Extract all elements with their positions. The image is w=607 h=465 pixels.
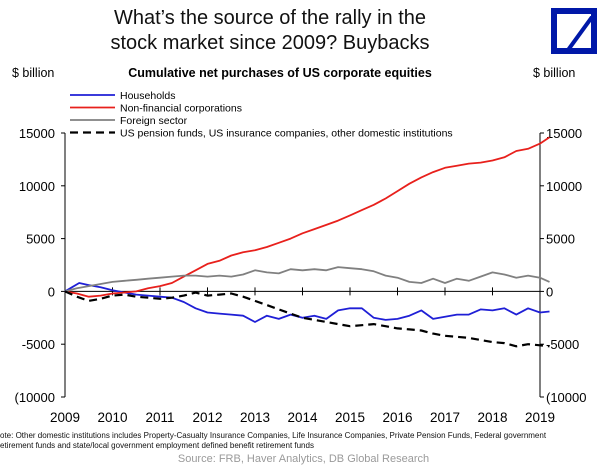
chart-title: Cumulative net purchases of US corporate… (128, 66, 432, 80)
chart-note: ote: Other domestic institutions include… (0, 431, 607, 450)
y-tick-label-left: 15000 (19, 126, 55, 141)
x-tick-label: 2011 (145, 410, 174, 425)
y-tick-label-left: 5000 (26, 232, 55, 247)
y-tick-label-left: 10000 (19, 179, 55, 194)
y-tick-label-left: 0 (48, 284, 55, 299)
x-tick-label: 2010 (97, 410, 127, 425)
x-tick-label: 2013 (240, 410, 270, 425)
page-title-line-1: What’s the source of the rally in the (113, 7, 426, 29)
series-layer (64, 136, 551, 348)
legend-label: Foreign sector (120, 115, 188, 127)
y-tick-label-right: -5000 (546, 337, 579, 352)
series-line-foreign-sector (64, 266, 550, 293)
y-tick-label-right: (10000 (546, 390, 586, 405)
x-tick-label: 2017 (430, 410, 460, 425)
chart-source: Source: FRB, Haver Analytics, DB Global … (177, 453, 430, 465)
series-line-us-pension-funds-us-insurance-companies-other-domestic-institutions (64, 290, 550, 348)
axes: 15000 15000 10000 10000 5000 5000 0 0 -5000 -5000… (15, 126, 587, 425)
legend-label: Non-financial corporations (120, 103, 242, 115)
y-tick-label-left: (10000 (15, 390, 55, 405)
series-line-households (64, 282, 550, 323)
x-tick-label: 2014 (287, 410, 318, 425)
logo-inner-square (557, 14, 596, 48)
y-tick-label-right: 10000 (546, 179, 582, 194)
deutsche-bank-logo-icon (551, 8, 597, 54)
note-line-1: ote: Other domestic institutions include… (0, 431, 547, 440)
x-tick-label: 2012 (192, 410, 222, 425)
x-tick-label: 2019 (525, 410, 555, 425)
page-title: What’s the source of the rally in the st… (40, 6, 500, 56)
page-title-line-2: stock market since 2009? Buybacks (110, 32, 430, 54)
y-axis-unit-right: $ billion (533, 66, 576, 80)
x-tick-label: 2018 (477, 410, 507, 425)
y-tick-label-left: -5000 (22, 337, 55, 352)
series-line-non-financial-corporations (64, 136, 551, 298)
legend-label: Households (120, 90, 175, 102)
note-line-2: etirement funds and state/local governme… (0, 440, 314, 450)
y-axis-unit-left: $ billion (12, 66, 55, 80)
y-tick-label-right: 5000 (546, 232, 575, 247)
y-tick-label-right: 15000 (546, 126, 582, 141)
x-tick-label: 2015 (335, 410, 365, 425)
legend-label: US pension funds, US insurance companies… (120, 128, 453, 140)
y-tick-label-right: 0 (546, 284, 553, 299)
x-tick-label: 2016 (382, 410, 412, 425)
x-tick-label: 2009 (50, 410, 80, 425)
